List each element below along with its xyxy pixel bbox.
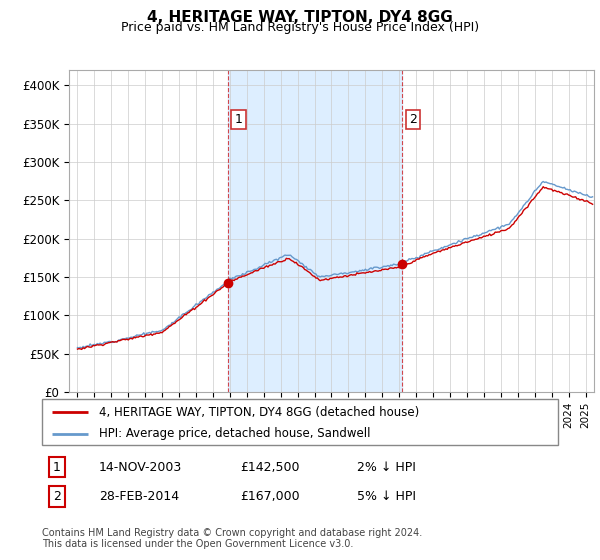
Text: 28-FEB-2014: 28-FEB-2014 [99, 490, 179, 503]
Bar [228, 70, 402, 392]
Text: 2% ↓ HPI: 2% ↓ HPI [357, 460, 416, 474]
Text: 4, HERITAGE WAY, TIPTON, DY4 8GG: 4, HERITAGE WAY, TIPTON, DY4 8GG [147, 10, 453, 25]
Text: Price paid vs. HM Land Registry's House Price Index (HPI): Price paid vs. HM Land Registry's House … [121, 21, 479, 34]
Text: 2: 2 [53, 490, 61, 503]
Text: HPI: Average price, detached house, Sandwell: HPI: Average price, detached house, Sand… [99, 427, 370, 440]
FancyBboxPatch shape [42, 399, 558, 445]
Text: 5% ↓ HPI: 5% ↓ HPI [357, 490, 416, 503]
Text: £142,500: £142,500 [240, 460, 299, 474]
Text: 1: 1 [235, 113, 242, 127]
Text: Contains HM Land Registry data © Crown copyright and database right 2024.
This d: Contains HM Land Registry data © Crown c… [42, 528, 422, 549]
Text: 14-NOV-2003: 14-NOV-2003 [99, 460, 182, 474]
Text: 4, HERITAGE WAY, TIPTON, DY4 8GG (detached house): 4, HERITAGE WAY, TIPTON, DY4 8GG (detach… [99, 405, 419, 419]
Text: 1: 1 [53, 460, 61, 474]
Text: 2: 2 [409, 113, 416, 127]
Text: £167,000: £167,000 [240, 490, 299, 503]
